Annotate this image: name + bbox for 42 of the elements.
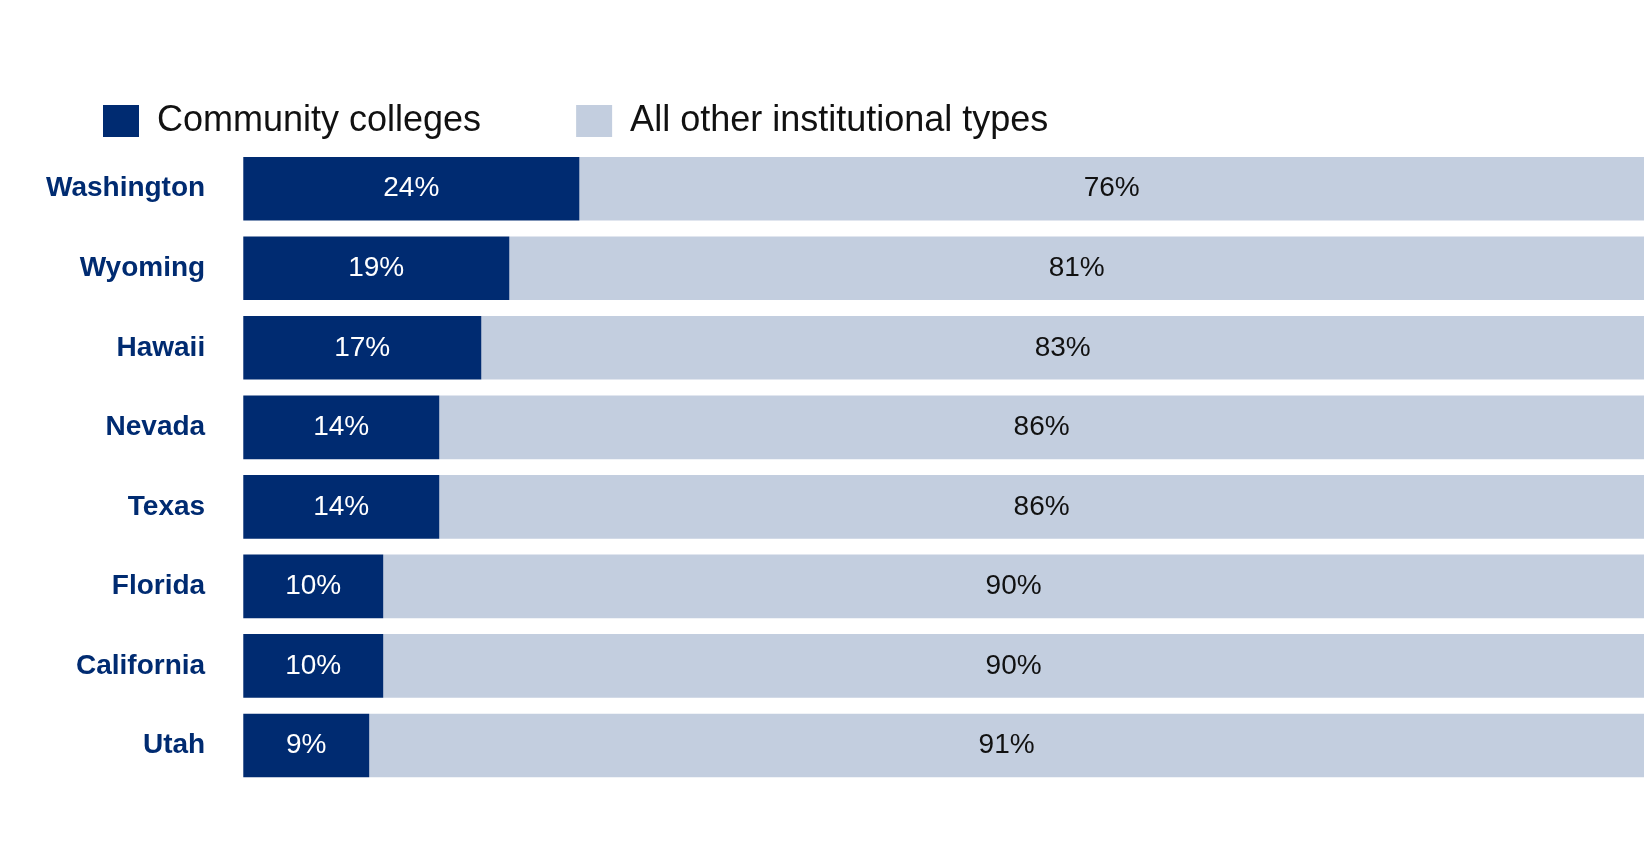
data-label: 86% (1013, 489, 1070, 521)
bar (243, 395, 440, 460)
data-label: 86% (1013, 410, 1070, 442)
data-label: 90% (985, 648, 1042, 680)
data-label: 17% (334, 330, 391, 362)
bar (243, 713, 370, 778)
y-tick-label: Wyoming (79, 251, 206, 283)
bar (439, 475, 1644, 539)
data-label: 9% (285, 728, 327, 760)
data-label: 90% (985, 569, 1042, 601)
data-label: 83% (1034, 330, 1091, 362)
y-tick-label: Hawaii (116, 330, 206, 362)
data-label: 10% (285, 648, 342, 680)
bar (383, 554, 1644, 619)
y-tick-label: Washington (46, 171, 206, 203)
legend-label: All other institutional types (630, 97, 1049, 139)
bar (369, 713, 1644, 778)
bar (243, 156, 580, 221)
bar (481, 316, 1644, 380)
data-label: 10% (285, 569, 342, 601)
data-label: 76% (1083, 171, 1140, 203)
data-label: 91% (978, 728, 1035, 760)
bar (439, 395, 1644, 460)
legend-label: Community colleges (157, 97, 482, 139)
y-tick-label: Utah (142, 728, 206, 760)
data-label: 81% (1048, 251, 1105, 283)
bar (579, 156, 1644, 221)
data-label: 19% (348, 251, 405, 283)
y-tick-label: California (76, 648, 206, 680)
bar (509, 236, 1644, 301)
y-tick-label: Nevada (105, 410, 206, 442)
data-label: 14% (313, 489, 370, 521)
bar (243, 634, 384, 698)
bar (243, 316, 482, 380)
y-tick-label: Florida (111, 569, 206, 601)
data-label: 24% (383, 171, 440, 203)
bar (243, 475, 440, 539)
y-tick-label: Texas (127, 489, 206, 521)
bar (383, 634, 1644, 698)
bar (243, 236, 510, 301)
bar (243, 554, 384, 619)
data-label: 14% (313, 410, 370, 442)
